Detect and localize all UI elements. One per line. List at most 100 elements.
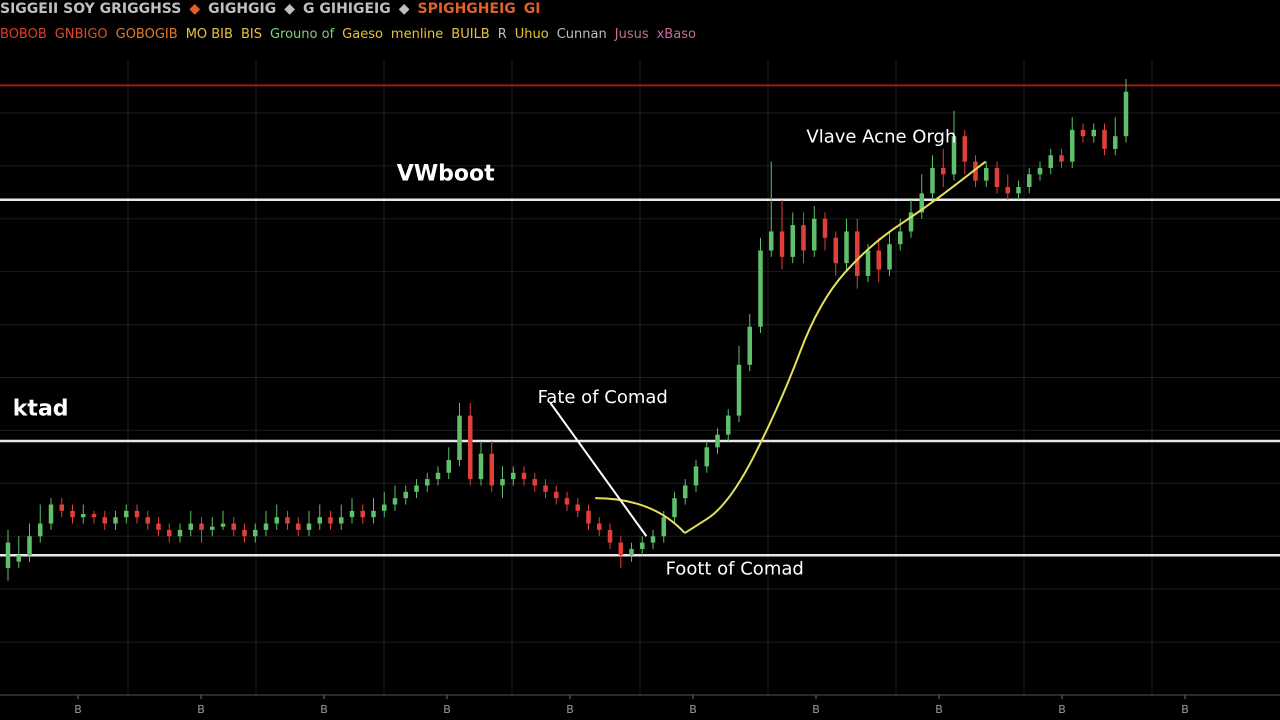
candle-up <box>919 193 925 213</box>
candle-up <box>177 529 183 537</box>
white-trendline <box>549 402 648 537</box>
candle-up <box>113 517 118 524</box>
x-axis-tick-label: B <box>935 703 943 716</box>
candle-down <box>779 231 785 257</box>
x-axis-tick-label: B <box>443 703 451 716</box>
candle-up <box>209 526 215 530</box>
candle-down <box>543 485 548 492</box>
candle-up <box>736 364 742 416</box>
candle-down <box>231 523 237 530</box>
candle-down <box>801 225 806 251</box>
candle-up <box>983 167 989 181</box>
candle-down <box>521 472 527 480</box>
candle-down <box>285 517 290 524</box>
candle-down <box>199 523 204 530</box>
candle-up <box>80 514 86 518</box>
candle-down <box>91 514 97 518</box>
candle-down <box>360 510 366 518</box>
header-line-2-item: R <box>497 27 507 42</box>
candle-up <box>306 523 312 530</box>
candle-up <box>704 447 710 467</box>
header-line-2-item: BIS <box>240 27 262 42</box>
x-axis-tick-label: B <box>320 703 328 716</box>
candle-down <box>575 504 581 511</box>
x-axis-tick-label: B <box>689 703 697 716</box>
candle-up <box>951 136 957 175</box>
header-line-2-item: BUILB <box>451 27 490 42</box>
header-line-2-item: Jusus <box>614 27 649 42</box>
candle-up <box>693 466 699 486</box>
candle-up <box>414 485 419 492</box>
candle-up <box>457 415 462 461</box>
candle-up <box>48 504 54 524</box>
chart-header-line-2: BOBOB GNBIGO GOBOGIB MO BIB BIS Grouno of Gaes… <box>0 27 704 42</box>
x-axis-tick-label: B <box>197 703 205 716</box>
header-line-2-item: Uhuo <box>514 27 549 42</box>
candle-down <box>553 491 559 499</box>
candle-up <box>220 523 226 527</box>
header-line-2-item: BOBOB <box>0 27 47 42</box>
candle-up <box>844 231 849 264</box>
candle-up <box>1069 129 1075 162</box>
header-line-1-item: GIGHGIG <box>208 1 277 17</box>
candle-down <box>822 218 828 238</box>
candle-up <box>274 517 280 524</box>
candle-up <box>500 479 505 486</box>
annotation-label: Fate of Comad <box>538 387 668 408</box>
candle-down <box>833 237 839 264</box>
candle-up <box>16 555 22 562</box>
header-line-1-item: SIGGEII SOY GRIGGHSS <box>0 1 182 17</box>
candle-down <box>134 510 140 518</box>
x-axis-tick-label: B <box>1058 703 1066 716</box>
candle-up <box>5 542 11 568</box>
header-line-2-item: Grouno of <box>269 27 335 42</box>
candle-up <box>252 529 258 537</box>
header-line-2-item: GOBOGIB <box>115 27 178 42</box>
candle-up <box>865 250 871 276</box>
candle-up <box>811 218 817 251</box>
header-line-1-item: G GIHIGEIG <box>303 1 391 17</box>
yellow-curve <box>684 160 987 534</box>
candle-up <box>37 523 43 537</box>
x-axis-tick-label: B <box>812 703 820 716</box>
candle-down <box>295 523 301 530</box>
annotation-label: VWboot <box>397 162 495 187</box>
candle-up <box>338 517 344 524</box>
candle-up <box>1048 155 1054 168</box>
candle-up <box>758 250 763 327</box>
candle-down <box>596 523 602 530</box>
candle-up <box>371 510 376 518</box>
candle-down <box>145 517 151 524</box>
candle-up <box>930 167 935 194</box>
header-line-2-item: MO BIB <box>185 27 233 42</box>
candle-down <box>973 161 978 181</box>
candle-up <box>1112 136 1118 149</box>
candle-up <box>747 326 753 365</box>
candle-up <box>403 491 409 499</box>
candle-down <box>854 231 860 276</box>
candle-down <box>328 517 333 524</box>
candle-up <box>1037 167 1043 175</box>
candle-down <box>618 542 624 556</box>
candle-up <box>725 415 731 435</box>
candle-up <box>478 453 484 480</box>
candle-down <box>586 510 591 524</box>
header-line-2-item: xBaso <box>656 27 696 42</box>
candle-up <box>650 536 656 543</box>
candle-down <box>467 415 473 480</box>
candle-up <box>381 504 387 511</box>
candle-down <box>242 529 247 537</box>
candle-up <box>1016 187 1021 194</box>
candle-up <box>768 231 774 251</box>
candle-up <box>1026 174 1032 187</box>
header-line-1-item: SPIGHGHEIG <box>417 1 516 17</box>
candle-down <box>1059 155 1064 162</box>
candle-up <box>897 231 903 245</box>
annotation-label: Foott of Comad <box>666 558 804 579</box>
x-axis-tick-label: B <box>1181 703 1189 716</box>
candle-down <box>70 510 75 518</box>
candle-down <box>607 529 613 543</box>
header-line-1-item: ◆ <box>284 1 296 17</box>
candle-up <box>188 523 194 530</box>
